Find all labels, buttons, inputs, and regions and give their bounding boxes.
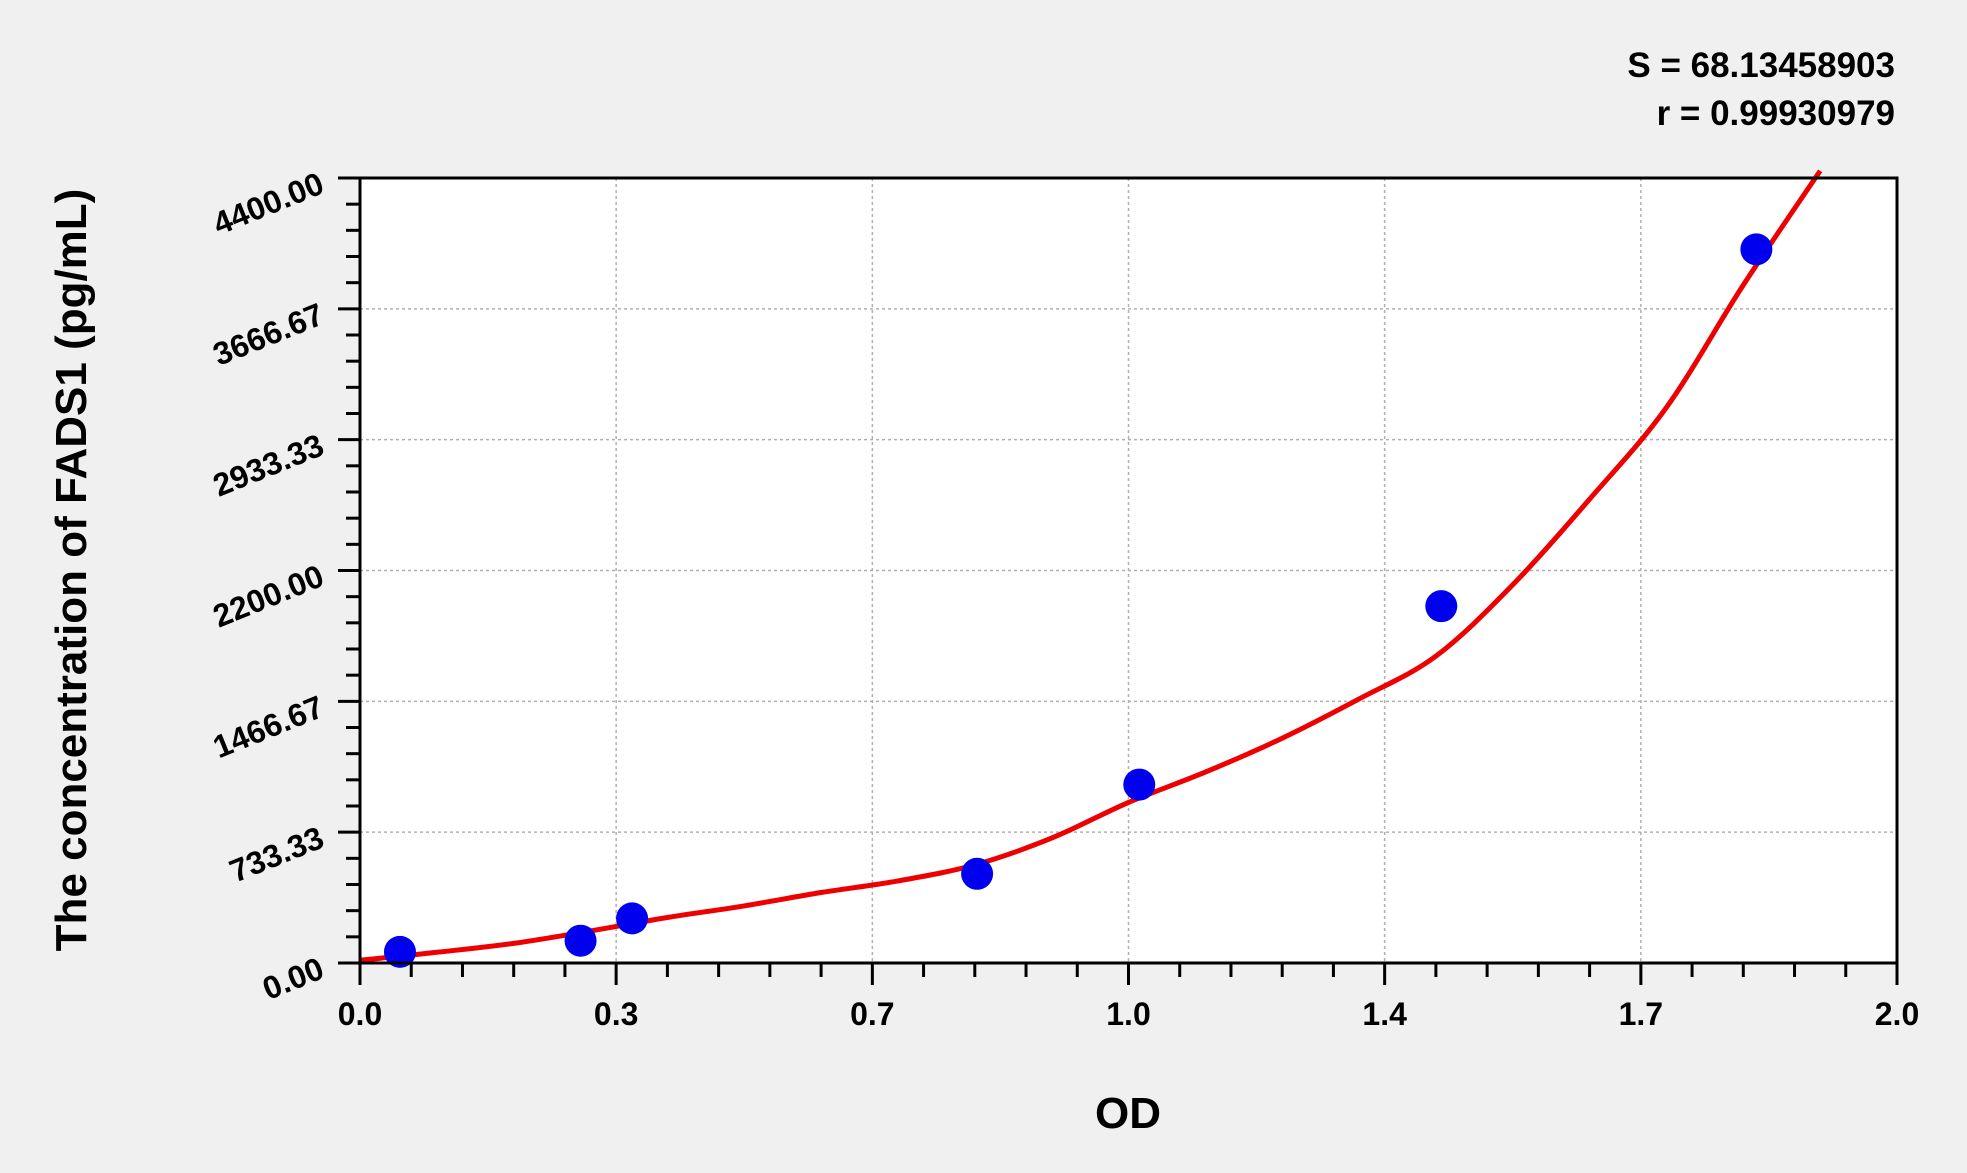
- x-tick-label: 1.7: [1619, 996, 1663, 1032]
- stat-r-value: r = 0.99930979: [1657, 94, 1895, 133]
- y-tick-labels: 0.00 733.33 1466.67 2200.00 2933.33 3666.67 44…: [208, 165, 329, 1007]
- y-tick-label: 733.33: [224, 819, 328, 889]
- y-axis-title: The concentration of FADS1 (pg/mL): [47, 189, 96, 952]
- data-points-group: [383, 233, 1773, 968]
- x-tick-label: 0.0: [338, 996, 382, 1032]
- x-tick-label: 1.4: [1362, 996, 1407, 1032]
- data-point: [961, 857, 994, 890]
- data-point: [1425, 590, 1458, 623]
- y-tick-label: 3666.67: [208, 296, 329, 373]
- data-point: [616, 902, 649, 935]
- stat-s-value: S = 68.13458903: [1627, 46, 1895, 85]
- x-axis-title: OD: [1095, 1089, 1161, 1138]
- y-tick-label: 4400.00: [208, 165, 329, 242]
- data-point: [564, 924, 597, 957]
- data-point: [383, 935, 416, 968]
- x-tick-label: 0.7: [850, 996, 894, 1032]
- x-tick-label: 2.0: [1875, 996, 1919, 1032]
- x-tick-label: 0.3: [594, 996, 638, 1032]
- data-point: [1123, 768, 1156, 801]
- x-tick-label: 1.0: [1106, 996, 1150, 1032]
- y-tick-label: 2933.33: [208, 427, 329, 504]
- plot-frame: [358, 176, 1899, 965]
- axis-ticks: [338, 176, 1899, 985]
- x-tick-labels: 0.0 0.3 0.7 1.0 1.4 1.7 2.0: [338, 996, 1919, 1032]
- data-point: [1740, 233, 1773, 266]
- y-tick-label: 1466.67: [208, 688, 329, 765]
- y-tick-label: 2200.00: [208, 558, 329, 635]
- y-tick-label: 0.00: [257, 950, 328, 1007]
